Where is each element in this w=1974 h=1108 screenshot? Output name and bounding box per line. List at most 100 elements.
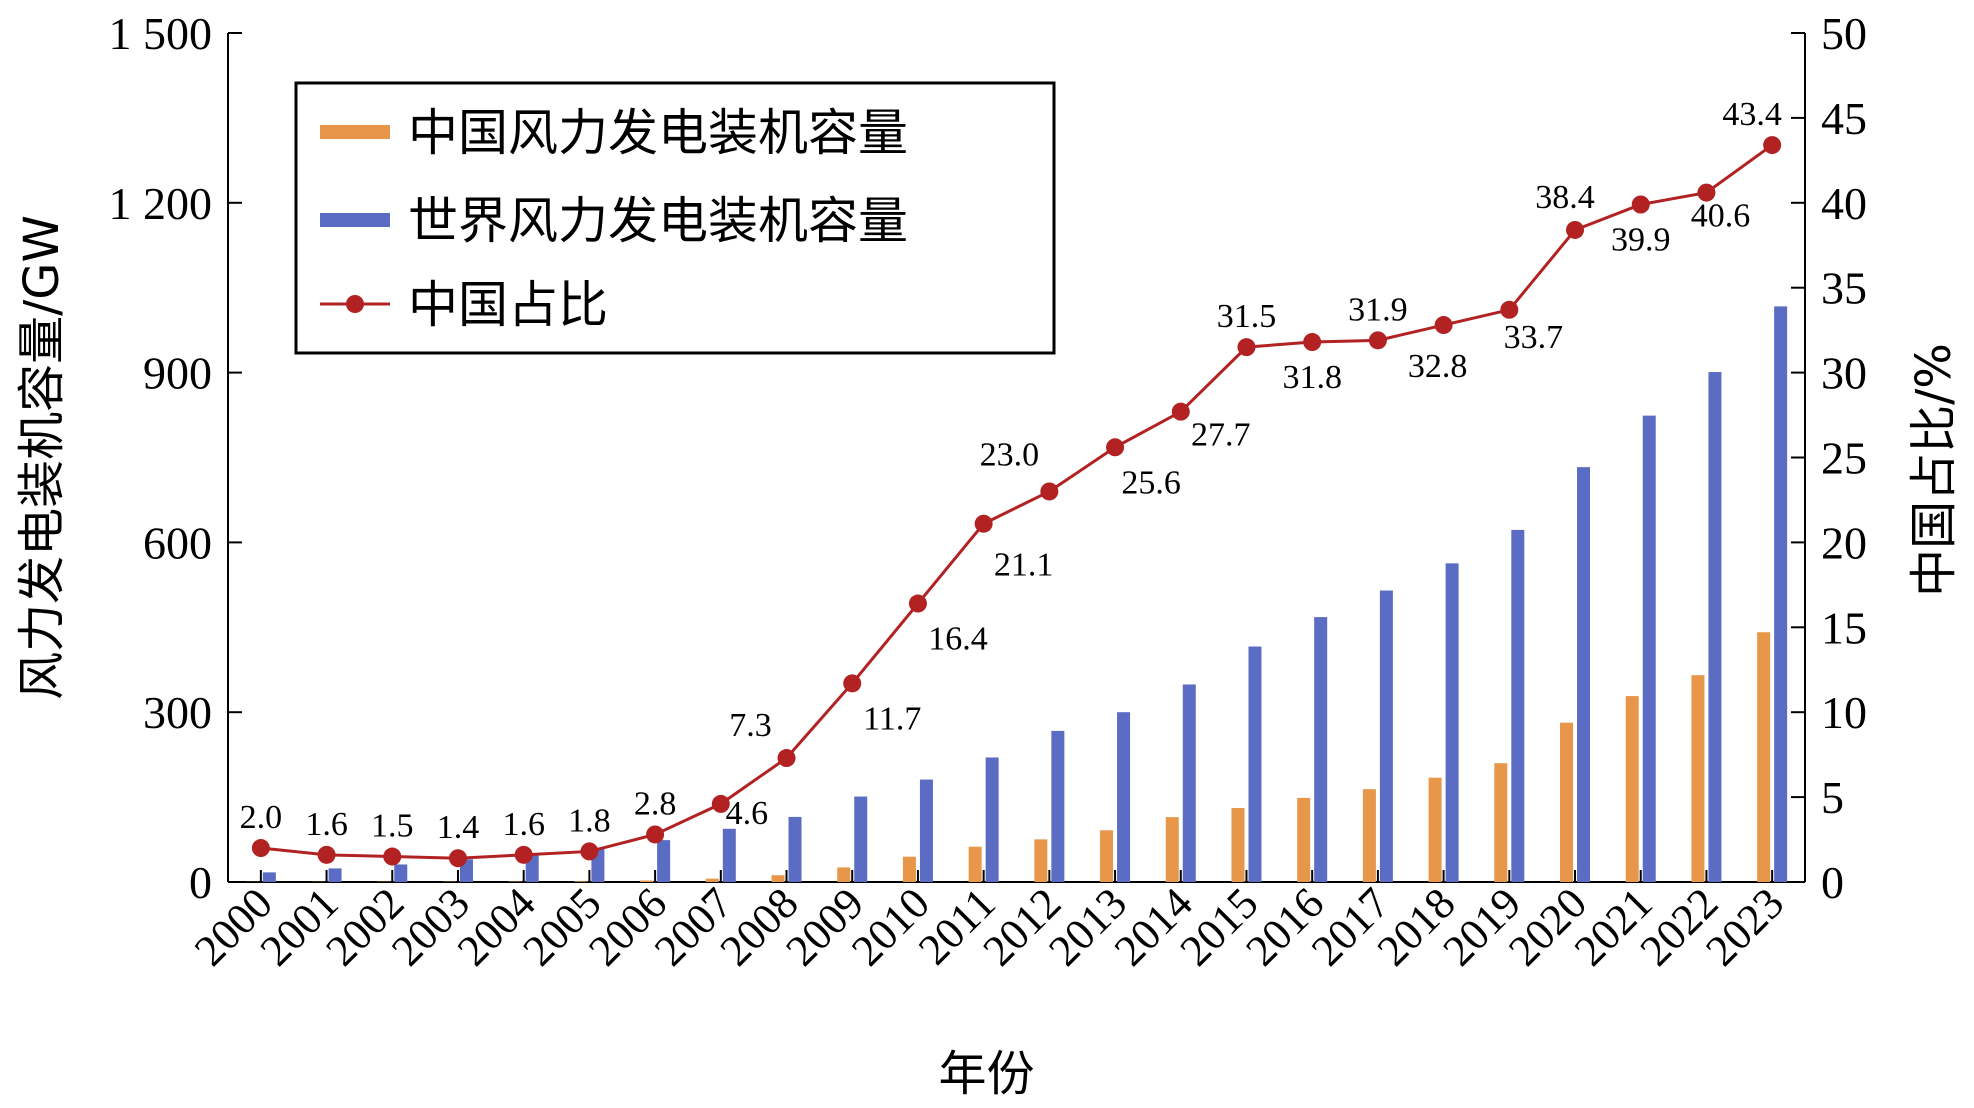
bar-china xyxy=(1757,632,1771,882)
right-tick-label: 10 xyxy=(1821,687,1867,738)
bar-world xyxy=(1182,684,1196,882)
legend-label-world: 世界风力发电装机容量 xyxy=(408,192,908,250)
right-tick-label: 40 xyxy=(1821,178,1867,229)
share-point xyxy=(908,594,927,613)
bar-china xyxy=(968,846,982,882)
left-tick-label: 0 xyxy=(189,857,212,908)
share-line xyxy=(260,143,1774,860)
bar-world xyxy=(328,868,342,882)
share-point xyxy=(1368,331,1387,350)
share-data-label: 31.9 xyxy=(1348,291,1408,328)
share-data-label: 2.0 xyxy=(240,799,283,836)
share-data-label: 33.7 xyxy=(1504,319,1564,356)
share-data-label: 1.5 xyxy=(371,808,414,845)
bar-china xyxy=(1165,817,1179,882)
right-tick-label: 25 xyxy=(1821,433,1867,484)
share-point xyxy=(843,674,862,693)
bar-world xyxy=(788,816,802,882)
left-tick-label: 1 500 xyxy=(109,8,213,59)
share-point xyxy=(1631,195,1650,214)
right-tick-label: 0 xyxy=(1821,857,1844,908)
share-data-label: 21.1 xyxy=(994,547,1054,584)
bar-world xyxy=(919,779,933,882)
share-data-label: 4.6 xyxy=(726,795,769,832)
bar-china xyxy=(1297,797,1311,882)
share-point xyxy=(251,839,270,858)
bar-world xyxy=(1511,529,1525,882)
bar-world xyxy=(1248,646,1262,882)
share-data-label: 43.4 xyxy=(1722,96,1782,133)
share-point xyxy=(1763,136,1782,155)
bar-world xyxy=(1577,467,1591,882)
legend-swatch-world xyxy=(320,213,390,227)
left-tick-label: 300 xyxy=(143,687,212,738)
legend-marker-share xyxy=(346,295,364,313)
share-point xyxy=(777,749,796,768)
x-tick-label: 2023 xyxy=(1696,878,1793,975)
share-point xyxy=(514,845,533,864)
bar-world xyxy=(1708,372,1722,882)
share-point xyxy=(1566,220,1585,239)
share-data-label: 2.8 xyxy=(634,785,677,822)
share-point xyxy=(1040,482,1059,501)
share-point xyxy=(580,842,599,861)
bar-china xyxy=(1494,763,1508,882)
bar-china xyxy=(837,867,851,882)
bar-world xyxy=(1051,730,1065,882)
right-tick-label: 50 xyxy=(1821,8,1867,59)
share-data-label: 32.8 xyxy=(1408,348,1468,385)
right-tick-label: 35 xyxy=(1821,263,1867,314)
share-data-label: 31.8 xyxy=(1282,359,1342,396)
bar-world xyxy=(1314,617,1328,882)
share-point xyxy=(1303,333,1322,352)
share-point xyxy=(646,825,665,844)
share-data-label: 23.0 xyxy=(980,436,1040,473)
bar-world xyxy=(657,840,671,882)
bar-china xyxy=(1625,696,1639,882)
right-tick-label: 5 xyxy=(1821,772,1844,823)
share-point xyxy=(1171,402,1190,421)
share-data-label: 25.6 xyxy=(1121,464,1181,501)
bar-china xyxy=(1428,777,1442,882)
share-data-label: 27.7 xyxy=(1191,417,1251,454)
legend-swatch-china xyxy=(320,125,390,139)
share-point xyxy=(317,845,336,864)
bar-china xyxy=(1034,839,1048,882)
share-point xyxy=(1237,338,1256,357)
share-data-label: 40.6 xyxy=(1691,198,1751,235)
share-data-label: 1.6 xyxy=(305,806,348,843)
share-point xyxy=(974,514,993,533)
share-point xyxy=(1500,300,1519,319)
share-point xyxy=(1697,183,1716,202)
bar-china xyxy=(1100,830,1114,882)
right-axis-title: 中国占比/% xyxy=(1906,343,1962,597)
share-data-label: 39.9 xyxy=(1611,221,1671,258)
legend-label-share: 中国占比 xyxy=(408,276,608,334)
bar-world xyxy=(722,828,736,882)
share-data-label: 1.8 xyxy=(568,802,611,839)
bar-china xyxy=(1231,807,1245,882)
bar-world xyxy=(1379,590,1393,882)
left-tick-label: 600 xyxy=(143,517,212,568)
left-tick-label: 900 xyxy=(143,348,212,399)
share-data-label: 1.4 xyxy=(437,809,480,846)
share-data-label: 38.4 xyxy=(1535,179,1595,216)
bar-world xyxy=(1774,306,1788,882)
legend-box xyxy=(294,81,1056,355)
bar-world xyxy=(985,757,999,882)
x-axis-title: 年份 xyxy=(938,1046,1034,1102)
share-point xyxy=(448,849,467,868)
share-data-label: 1.6 xyxy=(502,806,545,843)
bar-china xyxy=(1560,722,1574,882)
bar-china xyxy=(771,875,785,882)
bar-world xyxy=(262,872,276,882)
share-data-label: 31.5 xyxy=(1217,298,1277,335)
bar-china xyxy=(1362,789,1376,882)
bar-world xyxy=(1445,563,1459,882)
bar-china xyxy=(1691,675,1705,882)
left-axis-title: 风力发电装机容量/GW xyxy=(14,215,70,700)
bar-china xyxy=(574,881,588,882)
bar-world xyxy=(394,864,408,882)
share-data-label: 11.7 xyxy=(863,700,921,737)
